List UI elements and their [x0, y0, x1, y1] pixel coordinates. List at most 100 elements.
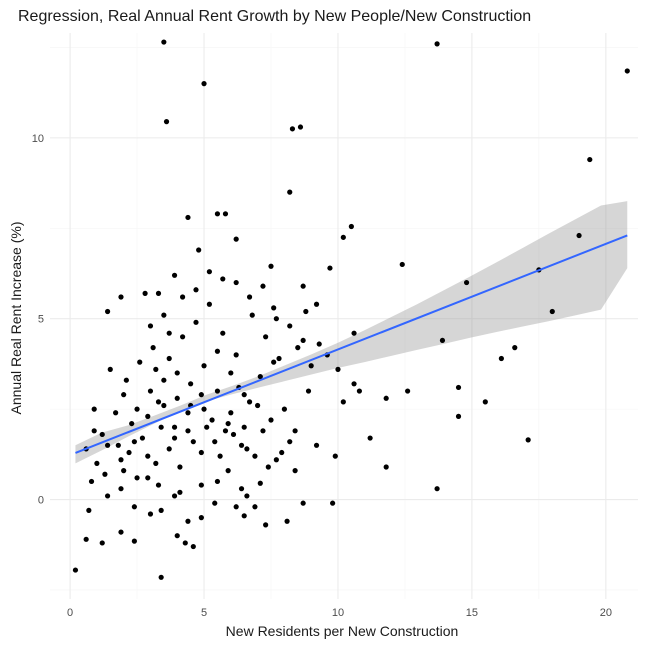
scatter-point	[153, 460, 159, 466]
scatter-point	[222, 211, 229, 217]
scatter-point	[171, 424, 178, 430]
scatter-point	[123, 377, 129, 383]
scatter-point	[201, 406, 207, 412]
scatter-point	[405, 388, 411, 394]
confidence-band	[75, 201, 628, 464]
scatter-point	[171, 493, 178, 499]
scatter-point	[121, 468, 127, 474]
scatter-point	[348, 223, 354, 230]
scatter-point	[576, 232, 582, 239]
scatter-point	[313, 442, 320, 448]
scatter-points-layer	[72, 39, 630, 580]
scatter-point	[147, 388, 154, 394]
scatter-point	[263, 522, 269, 528]
scatter-point	[166, 330, 172, 336]
scatter-point	[171, 272, 178, 278]
scatter-point	[327, 265, 333, 271]
scatter-point	[271, 305, 277, 311]
scatter-point	[233, 504, 239, 510]
scatter-point	[161, 377, 167, 383]
x-tick-label: 0	[67, 607, 73, 619]
scatter-point	[308, 363, 314, 369]
scatter-point	[303, 308, 309, 315]
scatter-point	[238, 442, 245, 448]
scatter-point	[161, 312, 167, 318]
scatter-point	[155, 290, 162, 296]
scatter-point	[158, 574, 164, 580]
scatter-point	[305, 388, 312, 394]
scatter-point	[177, 464, 183, 470]
scatter-point	[434, 486, 440, 492]
regression-line	[75, 234, 628, 454]
y-axis-title: Annual Real Rent Increase (%)	[8, 222, 24, 415]
scatter-point	[292, 428, 298, 434]
scatter-point	[91, 428, 97, 434]
scatter-point	[434, 41, 440, 47]
scatter-point	[118, 529, 124, 535]
chart-title: Regression, Real Annual Rent Growth by N…	[18, 8, 531, 25]
scatter-point	[88, 478, 95, 485]
scatter-point	[257, 373, 263, 380]
scatter-point	[104, 308, 111, 315]
x-axis-title: New Residents per New Construction	[226, 623, 459, 639]
scatter-point	[383, 464, 389, 470]
scatter-point	[131, 504, 137, 510]
scatter-point	[498, 355, 504, 362]
scatter-point	[292, 468, 298, 474]
scatter-point	[228, 370, 234, 376]
scatter-point	[102, 471, 108, 477]
scatter-point	[147, 323, 154, 329]
scatter-point	[206, 301, 212, 307]
scatter-point	[118, 294, 124, 300]
scatter-point	[201, 81, 207, 87]
scatter-point	[265, 464, 271, 470]
scatter-point	[439, 337, 446, 344]
scatter-point	[145, 413, 151, 419]
y-tick-label: 0	[38, 495, 44, 507]
scatter-point	[313, 301, 320, 307]
x-tick-label: 20	[600, 607, 612, 619]
scatter-point	[260, 283, 266, 289]
scatter-point	[185, 410, 191, 416]
scatter-point	[142, 290, 148, 296]
scatter-point	[233, 236, 239, 242]
scatter-point	[145, 453, 151, 459]
scatter-point	[241, 513, 247, 519]
scatter-point	[198, 515, 204, 521]
scatter-point	[158, 507, 164, 513]
scatter-point	[214, 348, 221, 354]
scatter-point	[190, 439, 196, 445]
x-tick-label: 10	[332, 607, 344, 619]
scatter-point	[198, 482, 204, 488]
scatter-point	[115, 442, 121, 448]
scatter-point	[222, 428, 229, 434]
scatter-point	[134, 406, 140, 412]
scatter-point	[263, 334, 269, 340]
scatter-point	[241, 424, 247, 430]
scatter-point	[198, 392, 204, 398]
x-tick-label: 15	[466, 607, 478, 619]
scatter-point	[367, 435, 373, 441]
scatter-point	[147, 511, 154, 517]
scatter-point	[198, 449, 204, 456]
scatter-point	[220, 276, 226, 282]
scatter-point	[281, 406, 287, 412]
scatter-point	[295, 345, 301, 351]
scatter-point	[230, 431, 237, 438]
scatter-point	[463, 279, 470, 286]
scatter-point	[214, 211, 221, 217]
scatter-point	[279, 449, 285, 456]
scatter-point	[158, 424, 164, 430]
scatter-point	[145, 475, 151, 481]
scatter-point	[214, 478, 221, 485]
scatter-point	[252, 453, 258, 459]
scatter-point	[104, 493, 111, 499]
scatter-point	[356, 388, 362, 394]
scatter-point	[212, 500, 218, 506]
scatter-point	[161, 39, 167, 45]
scatter-point	[244, 493, 250, 499]
scatter-point	[171, 435, 178, 441]
scatter-point	[182, 540, 188, 546]
scatter-point	[276, 355, 282, 362]
